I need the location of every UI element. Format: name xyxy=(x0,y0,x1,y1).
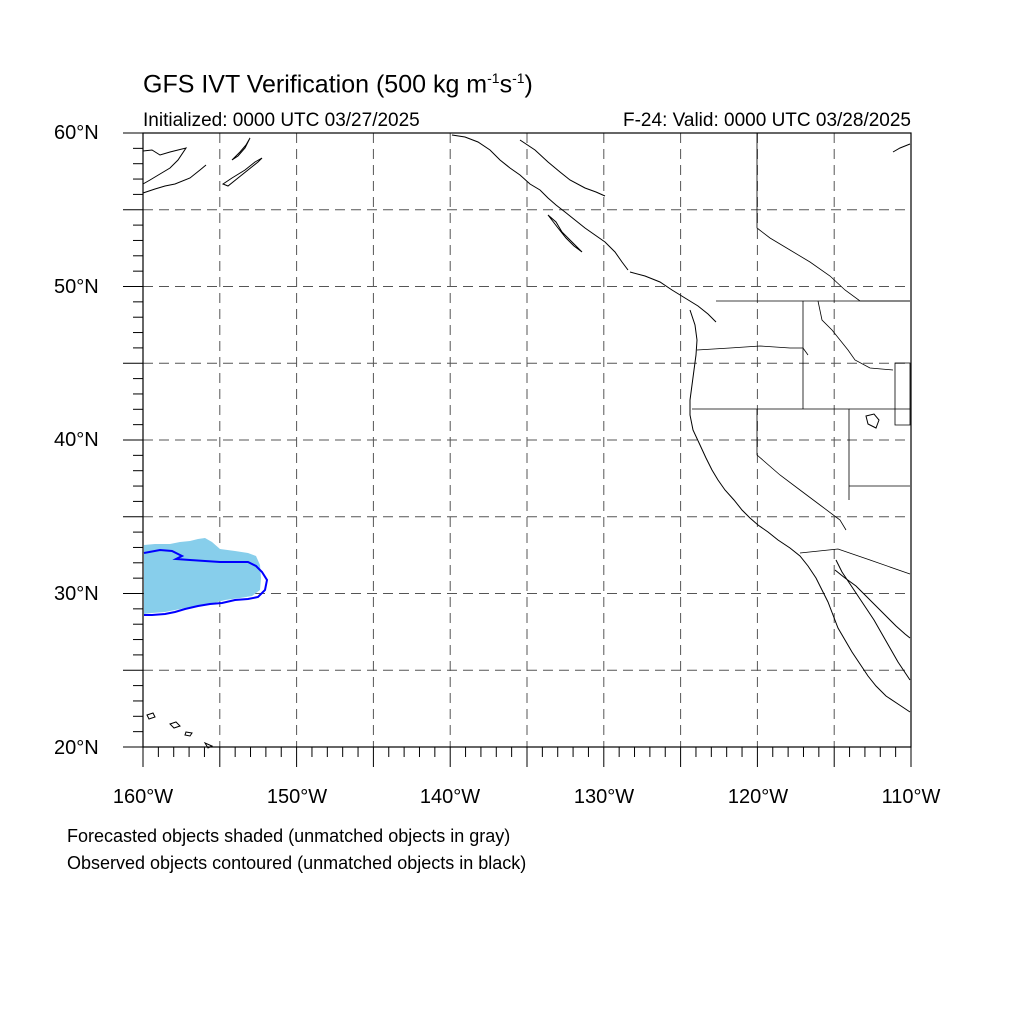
observed-object-contour xyxy=(143,548,269,616)
lon-label-110w: 110°W xyxy=(881,786,941,808)
footnote-observed: Observed objects contoured (unmatched ob… xyxy=(67,853,527,873)
map-frame xyxy=(142,132,912,748)
valid-time-label: F-24: Valid: 0000 UTC 03/28/2025 xyxy=(623,110,911,131)
lon-label-160w: 160°W xyxy=(112,786,174,808)
lat-label-50n: 50°N xyxy=(54,276,99,298)
coastlines xyxy=(142,134,911,749)
lat-label-30n: 30°N xyxy=(54,583,99,605)
gridlines xyxy=(143,133,911,747)
lon-label-120w: 120°W xyxy=(727,786,789,808)
map-title: GFS IVT Verification (500 kg m-1s-1) xyxy=(143,70,533,99)
lat-label-60n: 60°N xyxy=(54,122,99,144)
political-boundaries xyxy=(692,133,911,575)
axis-ticks xyxy=(123,132,912,767)
lon-label-150w: 150°W xyxy=(266,786,328,808)
lon-label-130w: 130°W xyxy=(573,786,635,808)
footnote-forecast: Forecasted objects shaded (unmatched obj… xyxy=(67,826,511,846)
init-time-label: Initialized: 0000 UTC 03/27/2025 xyxy=(143,110,420,131)
forecast-object-shaded xyxy=(144,538,261,614)
lat-label-20n: 20°N xyxy=(54,737,99,759)
lon-label-140w: 140°W xyxy=(419,786,481,808)
lat-label-40n: 40°N xyxy=(54,429,99,451)
